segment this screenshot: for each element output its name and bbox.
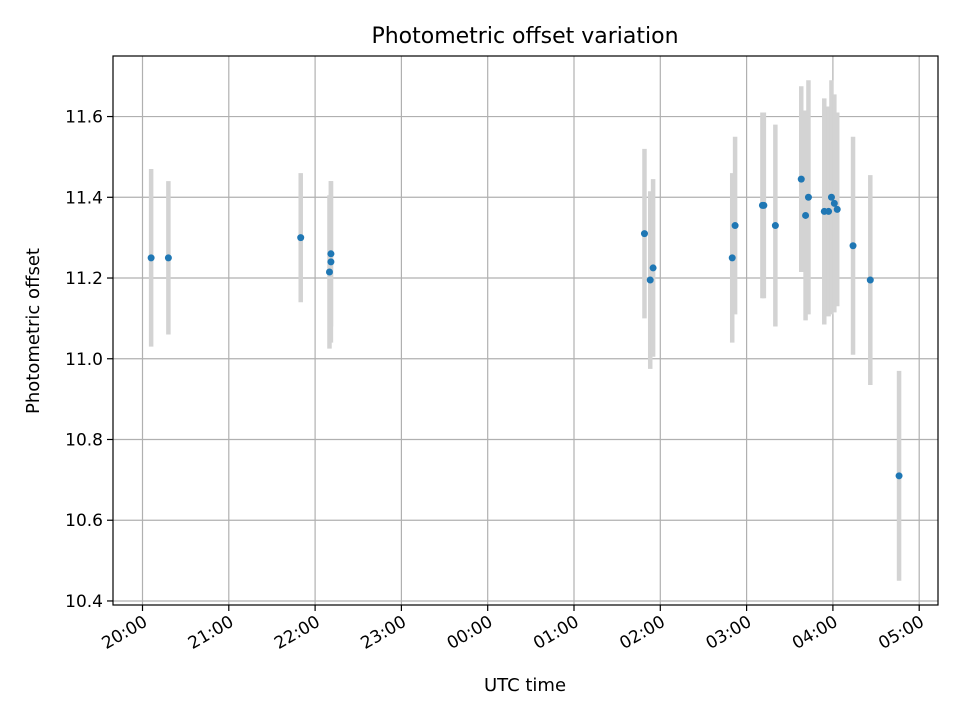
chart-title: Photometric offset variation	[371, 24, 678, 49]
y-tick-label: 10.6	[65, 511, 103, 531]
data-point	[849, 242, 857, 250]
data-point	[649, 264, 657, 272]
data-point	[147, 254, 155, 262]
data-point	[760, 201, 768, 209]
y-tick-label: 11.4	[65, 188, 103, 208]
plot-frame	[112, 55, 939, 606]
data-point	[827, 193, 835, 201]
y-tick-label: 11.2	[65, 269, 103, 289]
data-point	[327, 258, 335, 266]
data-points	[147, 175, 903, 480]
data-point	[771, 222, 779, 230]
data-point	[797, 175, 805, 183]
data-point	[833, 205, 841, 213]
data-point	[866, 276, 874, 284]
y-tick-label: 10.4	[65, 592, 103, 612]
data-point	[646, 276, 654, 284]
y-axis-label: Photometric offset	[23, 248, 44, 414]
y-axis: 10.4 10.6 10.8 11.0 11.2 11.4 11.6	[65, 108, 113, 612]
data-point	[164, 254, 172, 262]
data-point	[731, 222, 739, 230]
data-point	[297, 234, 305, 242]
y-tick-label: 11.0	[65, 350, 103, 370]
data-point	[830, 199, 838, 207]
data-point	[825, 207, 833, 215]
x-axis-label: UTC time	[484, 675, 566, 696]
data-point	[728, 254, 736, 262]
grid	[113, 56, 938, 605]
data-point	[802, 211, 810, 219]
data-point	[325, 268, 333, 276]
data-point	[895, 472, 903, 480]
data-point	[804, 193, 812, 201]
data-point	[640, 230, 648, 238]
y-tick-label: 10.8	[65, 430, 103, 450]
data-point	[327, 250, 335, 258]
y-tick-label: 11.6	[65, 108, 103, 128]
